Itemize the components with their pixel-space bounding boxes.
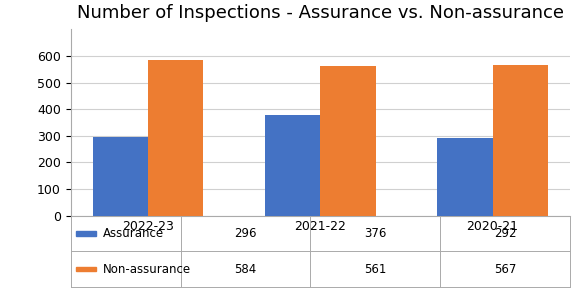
Bar bbox=[148, 60, 203, 216]
Text: 296: 296 bbox=[234, 227, 257, 240]
Bar bbox=[75, 267, 95, 271]
Text: 567: 567 bbox=[494, 263, 517, 276]
Text: Assurance: Assurance bbox=[103, 227, 164, 240]
Bar bbox=[93, 137, 148, 216]
Text: 292: 292 bbox=[494, 227, 517, 240]
Text: 561: 561 bbox=[364, 263, 387, 276]
Bar bbox=[320, 66, 376, 216]
Bar bbox=[493, 65, 547, 216]
Bar bbox=[437, 138, 493, 216]
Bar bbox=[265, 115, 320, 216]
Text: 376: 376 bbox=[364, 227, 387, 240]
Text: 584: 584 bbox=[235, 263, 256, 276]
Title: Number of Inspections - Assurance vs. Non-assurance: Number of Inspections - Assurance vs. No… bbox=[77, 4, 564, 22]
Text: Non-assurance: Non-assurance bbox=[103, 263, 191, 276]
Bar bbox=[75, 231, 95, 236]
